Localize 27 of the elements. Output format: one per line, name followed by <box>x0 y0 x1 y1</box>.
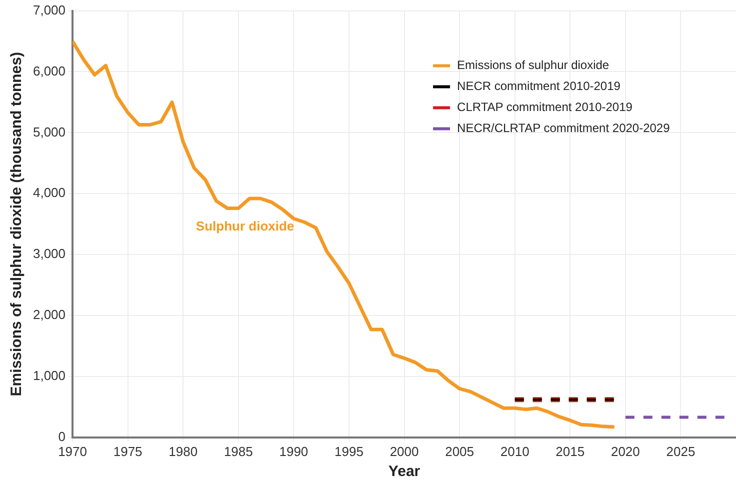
legend-label: NECR commitment 2010-2019 <box>457 79 621 94</box>
legend-label: CLRTAP commitment 2010-2019 <box>457 100 633 114</box>
y-tick-label: 5,000 <box>32 124 66 140</box>
x-tick-label: 2005 <box>445 444 474 459</box>
y-tick-label: 0 <box>58 428 66 444</box>
y-tick-label: 4,000 <box>32 185 66 200</box>
y-tick-label: 6,000 <box>32 63 66 78</box>
y-tick-label: 3,000 <box>32 246 66 262</box>
x-tick-label: 1980 <box>168 444 198 459</box>
y-tick-label: 2,000 <box>32 307 66 322</box>
x-tick-label: 2015 <box>556 444 585 459</box>
legend-label: NECR/CLRTAP commitment 2020-2029 <box>457 121 670 136</box>
x-tick-label: 2020 <box>610 444 640 459</box>
x-tick-label: 1990 <box>279 444 308 459</box>
x-tick-label: 1995 <box>334 444 364 459</box>
y-tick-label: 7,000 <box>32 2 66 18</box>
x-tick-label: 2000 <box>390 444 419 459</box>
x-tick-label: 2010 <box>500 444 530 459</box>
legend-label: Emissions of sulphur dioxide <box>457 58 610 72</box>
x-tick-label: 1975 <box>113 444 142 459</box>
y-axis-title: Emissions of sulphur dioxide (thousand tonnes) <box>8 52 26 396</box>
x-tick-label: 1970 <box>58 444 87 459</box>
x-tick-label: 1985 <box>224 444 253 459</box>
x-axis-title: Year <box>388 463 420 480</box>
annotation: Sulphur dioxide <box>196 218 294 234</box>
y-tick-label: 1,000 <box>32 368 66 384</box>
x-tick-label: 2025 <box>666 444 696 459</box>
